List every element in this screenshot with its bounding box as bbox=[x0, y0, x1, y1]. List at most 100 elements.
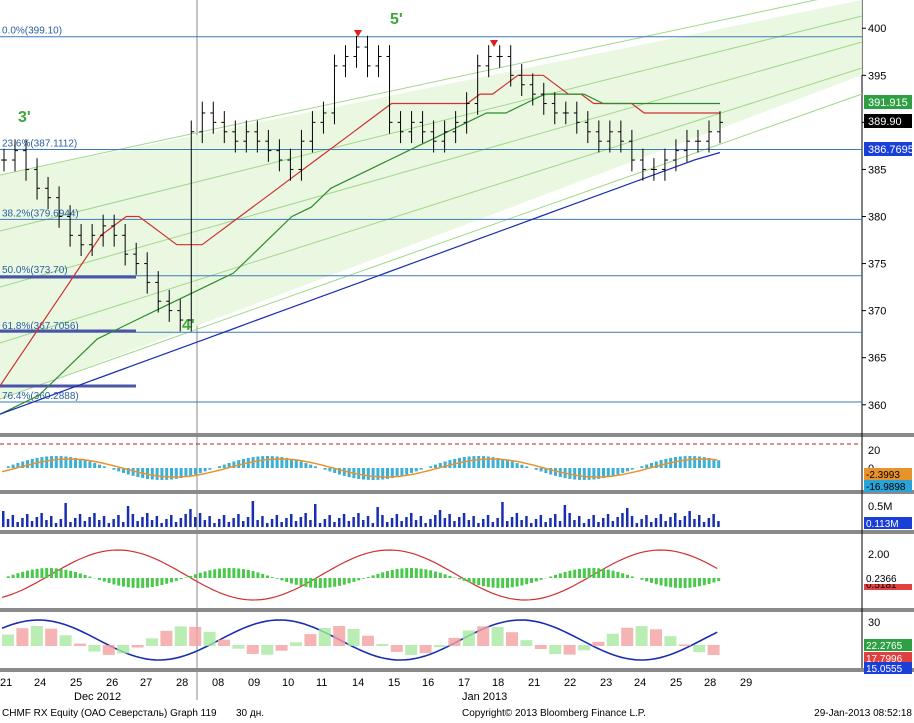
volume-bar-32 bbox=[155, 516, 159, 527]
volume-bar-117 bbox=[563, 505, 567, 527]
ind4-fill-144 bbox=[693, 645, 706, 653]
volume-bar-58 bbox=[280, 522, 283, 527]
footer-datetime: 29-Jan-2013 08:52:18 bbox=[814, 708, 912, 719]
volume-bar-4 bbox=[21, 518, 24, 527]
ind4-tag-text-2: 15.0555 bbox=[866, 664, 903, 675]
ind3-bar-71 bbox=[342, 578, 346, 585]
footer-period: 30 дн. bbox=[236, 708, 265, 719]
ind1-bar-113 bbox=[544, 468, 548, 474]
ind3-bar-128 bbox=[616, 571, 620, 578]
ind1-tag-text-1: -16.9898 bbox=[866, 482, 906, 493]
ind4-tick-0: 30 bbox=[868, 617, 880, 629]
price-bars bbox=[1, 35, 723, 332]
ind3-bar-14 bbox=[69, 570, 73, 578]
ind3-bar-29 bbox=[141, 578, 145, 588]
ind4-fill-114 bbox=[549, 645, 562, 655]
ind4-fill-21 bbox=[102, 645, 115, 655]
volume-bar-11 bbox=[54, 523, 58, 527]
ind4-fill-72 bbox=[347, 628, 360, 646]
ind1-bar-126 bbox=[606, 468, 610, 478]
ma-blue-line bbox=[0, 151, 721, 415]
ind1-bar-1 bbox=[6, 466, 10, 468]
volume-bar-43 bbox=[208, 516, 211, 527]
ind4-fill-48 bbox=[232, 645, 245, 649]
volume-bar-145 bbox=[698, 515, 701, 527]
volume-bar-96 bbox=[462, 513, 466, 527]
volume-bar-79 bbox=[381, 515, 384, 527]
peak-marker-0 bbox=[354, 30, 362, 37]
x-tick-label-7: 09 bbox=[248, 677, 260, 689]
ind3-bar-3 bbox=[16, 573, 20, 578]
ind3-bar-109 bbox=[525, 578, 529, 585]
ind4-fill-12 bbox=[59, 635, 72, 646]
volume-bar-106 bbox=[510, 517, 514, 527]
ind1-bar-120 bbox=[578, 468, 581, 480]
ind3-bar-116 bbox=[558, 573, 562, 578]
ind4-fill-6 bbox=[30, 626, 43, 646]
volume-bar-118 bbox=[568, 513, 571, 527]
volume-bar-101 bbox=[486, 515, 490, 527]
ind3-bar-45 bbox=[218, 568, 221, 578]
ind3-bar-48 bbox=[232, 568, 236, 578]
y-tick-label-4: 380 bbox=[868, 212, 886, 224]
ind1-bar-104 bbox=[501, 458, 505, 468]
volume-bar-148 bbox=[712, 514, 715, 527]
volume-bar-89 bbox=[429, 519, 432, 527]
volume-bar-36 bbox=[174, 522, 178, 527]
ind3-bar-134 bbox=[645, 578, 649, 582]
ind3-bar-80 bbox=[386, 571, 389, 578]
ind1-bar-137 bbox=[659, 460, 663, 468]
volume-bar-110 bbox=[530, 523, 533, 527]
volume-bar-47 bbox=[227, 522, 231, 527]
x-tick-label-17: 23 bbox=[600, 677, 612, 689]
volume-bar-91 bbox=[438, 510, 442, 527]
ind1-bar-122 bbox=[587, 468, 591, 480]
ind1-bar-143 bbox=[688, 456, 692, 468]
ind3-bar-44 bbox=[213, 569, 217, 578]
volume-bar-0 bbox=[2, 511, 5, 527]
ind3-bar-129 bbox=[621, 573, 625, 578]
ind1-bar-54 bbox=[261, 456, 265, 468]
ind4-fill-117 bbox=[563, 645, 576, 655]
ind1-bar-146 bbox=[702, 457, 706, 468]
ind4-fill-141 bbox=[678, 644, 691, 646]
ind3-bar-70 bbox=[338, 578, 341, 586]
volume-bar-68 bbox=[328, 515, 331, 527]
volume-bar-87 bbox=[419, 516, 423, 527]
volume-bar-65 bbox=[314, 504, 317, 527]
ind3-bar-34 bbox=[165, 578, 169, 584]
ind1-tag-bg-0 bbox=[864, 468, 912, 480]
x-tick-label-3: 26 bbox=[106, 677, 118, 689]
volume-bar-15 bbox=[74, 518, 77, 527]
ind3-bar-8 bbox=[40, 568, 44, 578]
price-tag-text-1: 389.90 bbox=[868, 116, 902, 128]
volume-bar-72 bbox=[347, 521, 351, 527]
ind1-bar-10 bbox=[50, 456, 53, 468]
volume-bar-41 bbox=[198, 513, 202, 527]
ind3-bar-108 bbox=[520, 578, 524, 586]
ind3-bar-117 bbox=[563, 571, 567, 578]
ind1-bar-38 bbox=[184, 468, 188, 478]
ind3-bar-146 bbox=[702, 578, 706, 586]
volume-bar-25 bbox=[122, 522, 125, 527]
volume-bar-80 bbox=[386, 522, 389, 527]
x-tick-label-10: 14 bbox=[352, 677, 364, 689]
x-tick-label-14: 18 bbox=[492, 677, 504, 689]
ind3-bar-32 bbox=[155, 578, 159, 587]
volume-bar-69 bbox=[333, 522, 336, 527]
ind1-bar-75 bbox=[362, 468, 365, 480]
regression-channel bbox=[0, 0, 863, 400]
ind1-bar-130 bbox=[626, 468, 629, 472]
ind1-bar-23 bbox=[112, 468, 116, 470]
ind3-bar-119 bbox=[573, 569, 577, 578]
ind1-bar-80 bbox=[386, 468, 389, 479]
volume-bar-135 bbox=[650, 522, 653, 527]
volume-bar-23 bbox=[112, 519, 115, 527]
ind1-bar-148 bbox=[712, 458, 716, 468]
volume-bar-119 bbox=[573, 520, 576, 527]
ind1-bar-128 bbox=[616, 468, 620, 475]
ind1-bar-85 bbox=[410, 468, 413, 473]
ind1-bar-114 bbox=[549, 468, 553, 475]
volume-bar-97 bbox=[467, 520, 471, 527]
ind1-bar-5 bbox=[26, 460, 29, 468]
